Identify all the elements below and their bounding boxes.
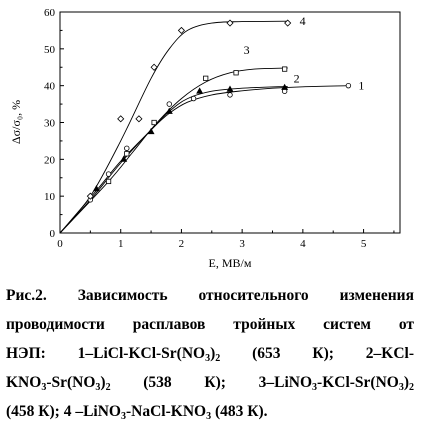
series-markers	[86, 19, 352, 203]
x-axis: 0 1 2 3 4 5	[57, 229, 395, 250]
conductivity-chart: 0 10 20 30 40 50 60 0 1 2 3 4 5 1 2 3 4 E, МВ/м Δσ/σ₀,…	[9, 7, 401, 270]
y-tick-label: 0	[50, 228, 56, 240]
caption-line: Рис.2. Зависимость относительного измене…	[6, 281, 414, 310]
point-series-1	[190, 95, 197, 102]
y-axis: 0 10 20 30 40 50 60	[44, 7, 64, 240]
series-label-1: 1	[358, 79, 364, 93]
y-tick-label: 20	[44, 154, 56, 166]
point-series-3	[124, 151, 130, 157]
point-series-4	[135, 115, 143, 123]
x-axis-label: E, МВ/м	[209, 256, 252, 270]
point-series-4	[177, 26, 185, 34]
caption-text: (538 К); 3–LiNO	[110, 374, 313, 391]
point-series-4	[86, 192, 94, 200]
caption-text: )	[100, 374, 106, 391]
x-tick-label: 1	[118, 238, 124, 250]
series-line-2	[59, 85, 288, 234]
caption-text: (458 К); 4 –LiNO	[6, 403, 121, 420]
point-series-1	[105, 171, 112, 177]
point-series-2	[147, 127, 155, 135]
point-series-4	[226, 19, 234, 27]
y-tick-label: 10	[44, 191, 56, 203]
point-series-4	[284, 19, 292, 27]
point-series-1	[345, 82, 352, 89]
point-series-4	[150, 63, 158, 71]
y-tick-label: 40	[44, 81, 56, 93]
caption-subscript: 3	[206, 411, 212, 422]
caption-line: (458 К); 4 –LiNO3-NaCl-KNO3 (483 К).	[6, 397, 414, 426]
point-series-2	[120, 155, 128, 162]
caption-subscript: 3	[205, 353, 211, 364]
y-axis-label: Δσ/σ₀, %	[9, 100, 23, 144]
point-series-3	[233, 70, 239, 76]
caption-line: НЭП: 1–LiCl-KCl-Sr(NO3)2 (653 К); 2–KCl-	[6, 339, 414, 368]
y-tick-label: 50	[44, 44, 56, 56]
caption-subscript: 2	[215, 353, 221, 364]
caption-text: проводимости расплавов тройных систем от	[6, 316, 414, 333]
point-series-3	[151, 119, 157, 126]
x-tick-label: 0	[57, 238, 63, 250]
caption-text: -Sr(NO	[46, 374, 96, 391]
caption-text: KNO	[6, 374, 42, 391]
caption-text: )	[403, 374, 409, 391]
point-series-3	[105, 178, 112, 185]
series-line-4	[59, 20, 288, 234]
caption-subscript: 3	[312, 382, 318, 393]
point-series-2	[92, 184, 100, 192]
caption-line: проводимости расплавов тройных систем от	[6, 310, 414, 339]
series-line-1	[59, 85, 349, 234]
point-series-2	[196, 87, 204, 94]
point-series-1	[227, 92, 233, 98]
plot-frame	[59, 11, 401, 234]
caption-subscript: 3	[121, 411, 126, 422]
caption-text: Рис.2. Зависимость относительного измене…	[6, 287, 414, 304]
y-tick-label: 30	[44, 118, 56, 130]
caption-text: -KCl-Sr(NO	[317, 374, 399, 391]
point-series-4	[117, 115, 125, 123]
caption-text: -NaCl-KNO	[126, 403, 207, 420]
caption-subscript: 3	[95, 382, 101, 393]
caption-subscript: 3	[398, 382, 404, 393]
point-series-1	[124, 145, 130, 151]
x-tick-label: 5	[361, 238, 367, 250]
point-series-1	[166, 101, 172, 107]
caption-text: (483 К).	[211, 403, 268, 420]
series-label-2: 2	[294, 71, 300, 85]
caption-subscript: 3	[41, 382, 47, 393]
x-tick-label: 2	[179, 238, 185, 250]
caption-subscript: 2	[105, 382, 111, 393]
caption-text: )	[210, 345, 216, 362]
series-label-4: 4	[300, 14, 306, 28]
series-labels: 1 2 3 4	[244, 14, 365, 92]
series-curves	[59, 20, 349, 234]
series-line-3	[59, 67, 288, 234]
caption-line: KNO3-Sr(NO3)2 (538 К); 3–LiNO3-KCl-Sr(NO…	[6, 368, 414, 397]
x-tick-label: 4	[300, 238, 306, 250]
caption-text: (653 К); 2–KCl-	[220, 345, 414, 362]
caption-subscript: 2	[409, 382, 414, 393]
y-tick-label: 60	[44, 7, 56, 19]
point-series-2	[281, 83, 289, 90]
point-series-3	[203, 75, 209, 81]
point-series-2	[226, 85, 234, 92]
series-label-3: 3	[244, 43, 250, 57]
point-series-2	[165, 107, 173, 114]
point-series-3	[282, 66, 288, 72]
caption-text: НЭП: 1–LiCl-KCl-Sr(NO	[6, 345, 206, 362]
x-tick-label: 3	[239, 238, 245, 250]
figure-caption: Рис.2. Зависимость относительного измене…	[6, 281, 414, 426]
